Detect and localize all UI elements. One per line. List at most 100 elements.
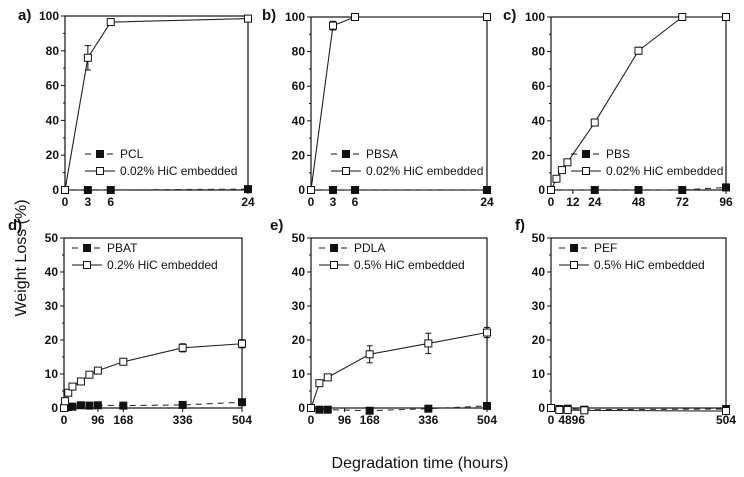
data-point — [563, 158, 572, 167]
x-tick-label: 168 — [360, 413, 380, 427]
legend-marker — [570, 261, 578, 269]
legend-label: 0.02% HiC embedded — [606, 164, 723, 178]
panel-a: a) 0 20 40 60 80 100 0 3 6 24 PCL 0.02% HiC embedded — [18, 7, 255, 209]
data-point — [365, 350, 374, 359]
y-tick-label: 50 — [45, 231, 59, 245]
data-point — [483, 328, 491, 337]
data-point — [329, 186, 337, 194]
data-point — [315, 379, 324, 388]
y-tick-label: 10 — [532, 367, 546, 381]
y-tick-label: 60 — [292, 79, 306, 93]
panel-label: c) — [503, 7, 516, 24]
data-point — [329, 21, 337, 30]
x-tick-label: 0 — [548, 413, 555, 427]
data-point — [351, 13, 359, 21]
data-point — [83, 186, 92, 194]
data-point — [563, 406, 572, 415]
legend-marker — [83, 261, 91, 269]
legend-label: PCL — [120, 147, 144, 161]
y-tick-label: 20 — [292, 148, 306, 162]
x-tick-label: 3 — [85, 195, 92, 209]
data-point — [83, 53, 92, 62]
x-tick-label: 6 — [352, 195, 359, 209]
x-tick-label: 72 — [676, 195, 690, 209]
legend-label: 0.5% HiC embedded — [594, 258, 705, 272]
x-tick-label: 336 — [173, 413, 193, 427]
legend-label: PBAT — [107, 241, 138, 255]
x-tick-label: 168 — [113, 413, 133, 427]
data-point — [555, 406, 564, 415]
data-point — [722, 407, 730, 416]
y-tick-label: 0 — [298, 401, 305, 415]
x-axis-title: Degradation time (hours) — [332, 455, 509, 472]
x-tick-label: 12 — [566, 195, 580, 209]
data-point — [244, 14, 252, 23]
legend-marker — [83, 244, 91, 252]
legend: PDLA 0.5% HiC embedded — [319, 241, 465, 272]
legend-label: PBSA — [366, 147, 398, 161]
legend: PCL 0.02% HiC embedded — [85, 147, 237, 178]
series-1 — [61, 14, 252, 194]
y-tick-label: 0 — [52, 183, 59, 197]
legend-label: PDLA — [354, 241, 385, 255]
y-tick-label: 10 — [292, 367, 306, 381]
x-tick-label: 504 — [232, 413, 252, 427]
series-line — [65, 188, 249, 191]
legend-marker — [570, 244, 578, 252]
x-tick-label: 24 — [480, 195, 494, 209]
series-0 — [547, 404, 730, 414]
data-point — [634, 186, 643, 194]
data-point — [61, 397, 70, 406]
data-point — [323, 373, 332, 382]
y-tick-label: 20 — [532, 148, 546, 162]
y-tick-label: 40 — [45, 265, 59, 279]
panel-c: c) 0 20 40 60 80 100 0 12 24 48 72 96 PBS 0.02% HiC em… — [503, 7, 733, 209]
x-tick-label: 0 — [61, 413, 68, 427]
data-point — [106, 18, 115, 27]
data-point — [68, 382, 77, 391]
data-point — [178, 400, 187, 409]
data-point — [547, 404, 555, 412]
y-tick-label: 20 — [532, 333, 546, 347]
panel-label: a) — [18, 7, 31, 24]
legend-marker — [96, 167, 104, 175]
y-tick-label: 50 — [532, 231, 546, 245]
y-tick-label: 30 — [45, 299, 59, 313]
panel-label: e) — [270, 217, 283, 234]
y-tick-label: 60 — [532, 79, 546, 93]
data-point — [307, 404, 315, 412]
data-point — [323, 405, 332, 414]
legend: PBSA 0.02% HiC embedded — [331, 147, 483, 178]
legend-marker — [582, 167, 590, 175]
panel-label: d) — [8, 217, 22, 234]
y-tick-label: 30 — [532, 299, 546, 313]
y-tick-label: 0 — [538, 401, 545, 415]
legend-marker — [342, 150, 350, 158]
y-axis-title: Weight Loss (%) — [13, 199, 30, 316]
x-tick-label: 96 — [719, 195, 733, 209]
panel-label: f) — [515, 217, 525, 234]
x-tick-label: 24 — [241, 195, 255, 209]
legend: PBS 0.02% HiC embedded — [571, 147, 723, 178]
series-1 — [60, 339, 246, 412]
data-point — [93, 366, 102, 375]
y-tick-label: 100 — [525, 10, 545, 24]
data-point — [64, 388, 73, 397]
data-point — [307, 186, 315, 194]
x-tick-label: 96 — [338, 413, 352, 427]
x-tick-label: 6 — [107, 195, 114, 209]
series-0 — [547, 183, 730, 194]
data-point — [238, 339, 246, 348]
y-tick-label: 40 — [292, 265, 306, 279]
y-tick-label: 80 — [292, 45, 306, 59]
data-point — [678, 186, 687, 194]
data-point — [68, 402, 77, 411]
y-tick-label: 0 — [538, 183, 545, 197]
y-tick-label: 40 — [532, 114, 546, 128]
data-point — [557, 166, 566, 175]
series-line — [63, 343, 243, 409]
legend-label: 0.5% HiC embedded — [354, 258, 465, 272]
panel-d: d) 0 10 20 30 40 50 0 96 168 336 504 PBAT 0.2% HiC em… — [8, 217, 252, 427]
